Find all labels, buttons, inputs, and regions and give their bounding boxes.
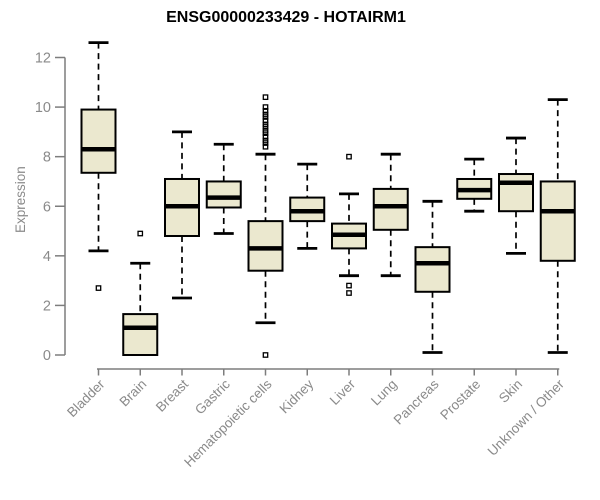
category-label: Unknown / Other [485, 376, 568, 459]
iqr-box [247, 220, 284, 272]
outlier-point [95, 285, 102, 291]
box-bladder [80, 41, 117, 291]
outlier-point [262, 352, 269, 358]
iqr-box [80, 108, 117, 174]
iqr-box [414, 246, 451, 293]
outlier-point [262, 107, 269, 114]
y-tick-label: 10 [35, 100, 51, 116]
category-label: Liver [327, 376, 359, 408]
box-liver [331, 153, 367, 296]
outlier-point [346, 153, 352, 160]
box-kidney [289, 162, 326, 250]
iqr-box [122, 313, 159, 356]
outlier-point [262, 140, 269, 146]
chart-title: ENSG00000233429 - HOTAIRM1 [166, 9, 406, 26]
y-tick-label: 0 [43, 348, 51, 364]
category-label: Breast [153, 376, 191, 414]
category-label: Brain [116, 377, 149, 410]
box-skin [498, 136, 534, 255]
y-tick-label: 6 [43, 199, 51, 215]
outlier-point [346, 282, 352, 289]
iqr-box [372, 187, 409, 231]
iqr-box [539, 180, 576, 262]
iqr-box [205, 180, 242, 209]
box-unknown-other [539, 98, 576, 354]
outlier-point [262, 117, 269, 124]
outlier-point [262, 130, 269, 136]
box-brain [122, 230, 159, 356]
category-label: Bladder [64, 376, 108, 420]
y-tick-label: 4 [43, 249, 51, 265]
iqr-box [498, 173, 534, 213]
outlier-point [137, 230, 144, 237]
category-label: Kidney [277, 376, 317, 416]
category-label: Lung [368, 377, 400, 409]
outlier-point [262, 104, 269, 110]
outlier-point [262, 143, 269, 150]
y-tick-label: 2 [43, 298, 51, 314]
box-hematopoietic-cells [247, 94, 284, 358]
box-gastric [205, 142, 242, 235]
category-label: Gastric [192, 376, 233, 417]
category-label: Prostate [437, 377, 483, 423]
outlier-point [262, 133, 269, 140]
box-pancreas [414, 199, 451, 354]
category-label: Skin [496, 377, 525, 406]
box-lung [372, 152, 409, 278]
y-tick-label: 12 [35, 51, 51, 67]
category-label: Pancreas [391, 376, 442, 427]
outlier-point [346, 290, 352, 296]
box-prostate [456, 157, 493, 213]
box-breast [164, 130, 200, 300]
outlier-point [262, 114, 269, 120]
y-tick-label: 8 [43, 150, 51, 166]
outlier-point [262, 94, 269, 101]
outlier-point [262, 124, 269, 130]
